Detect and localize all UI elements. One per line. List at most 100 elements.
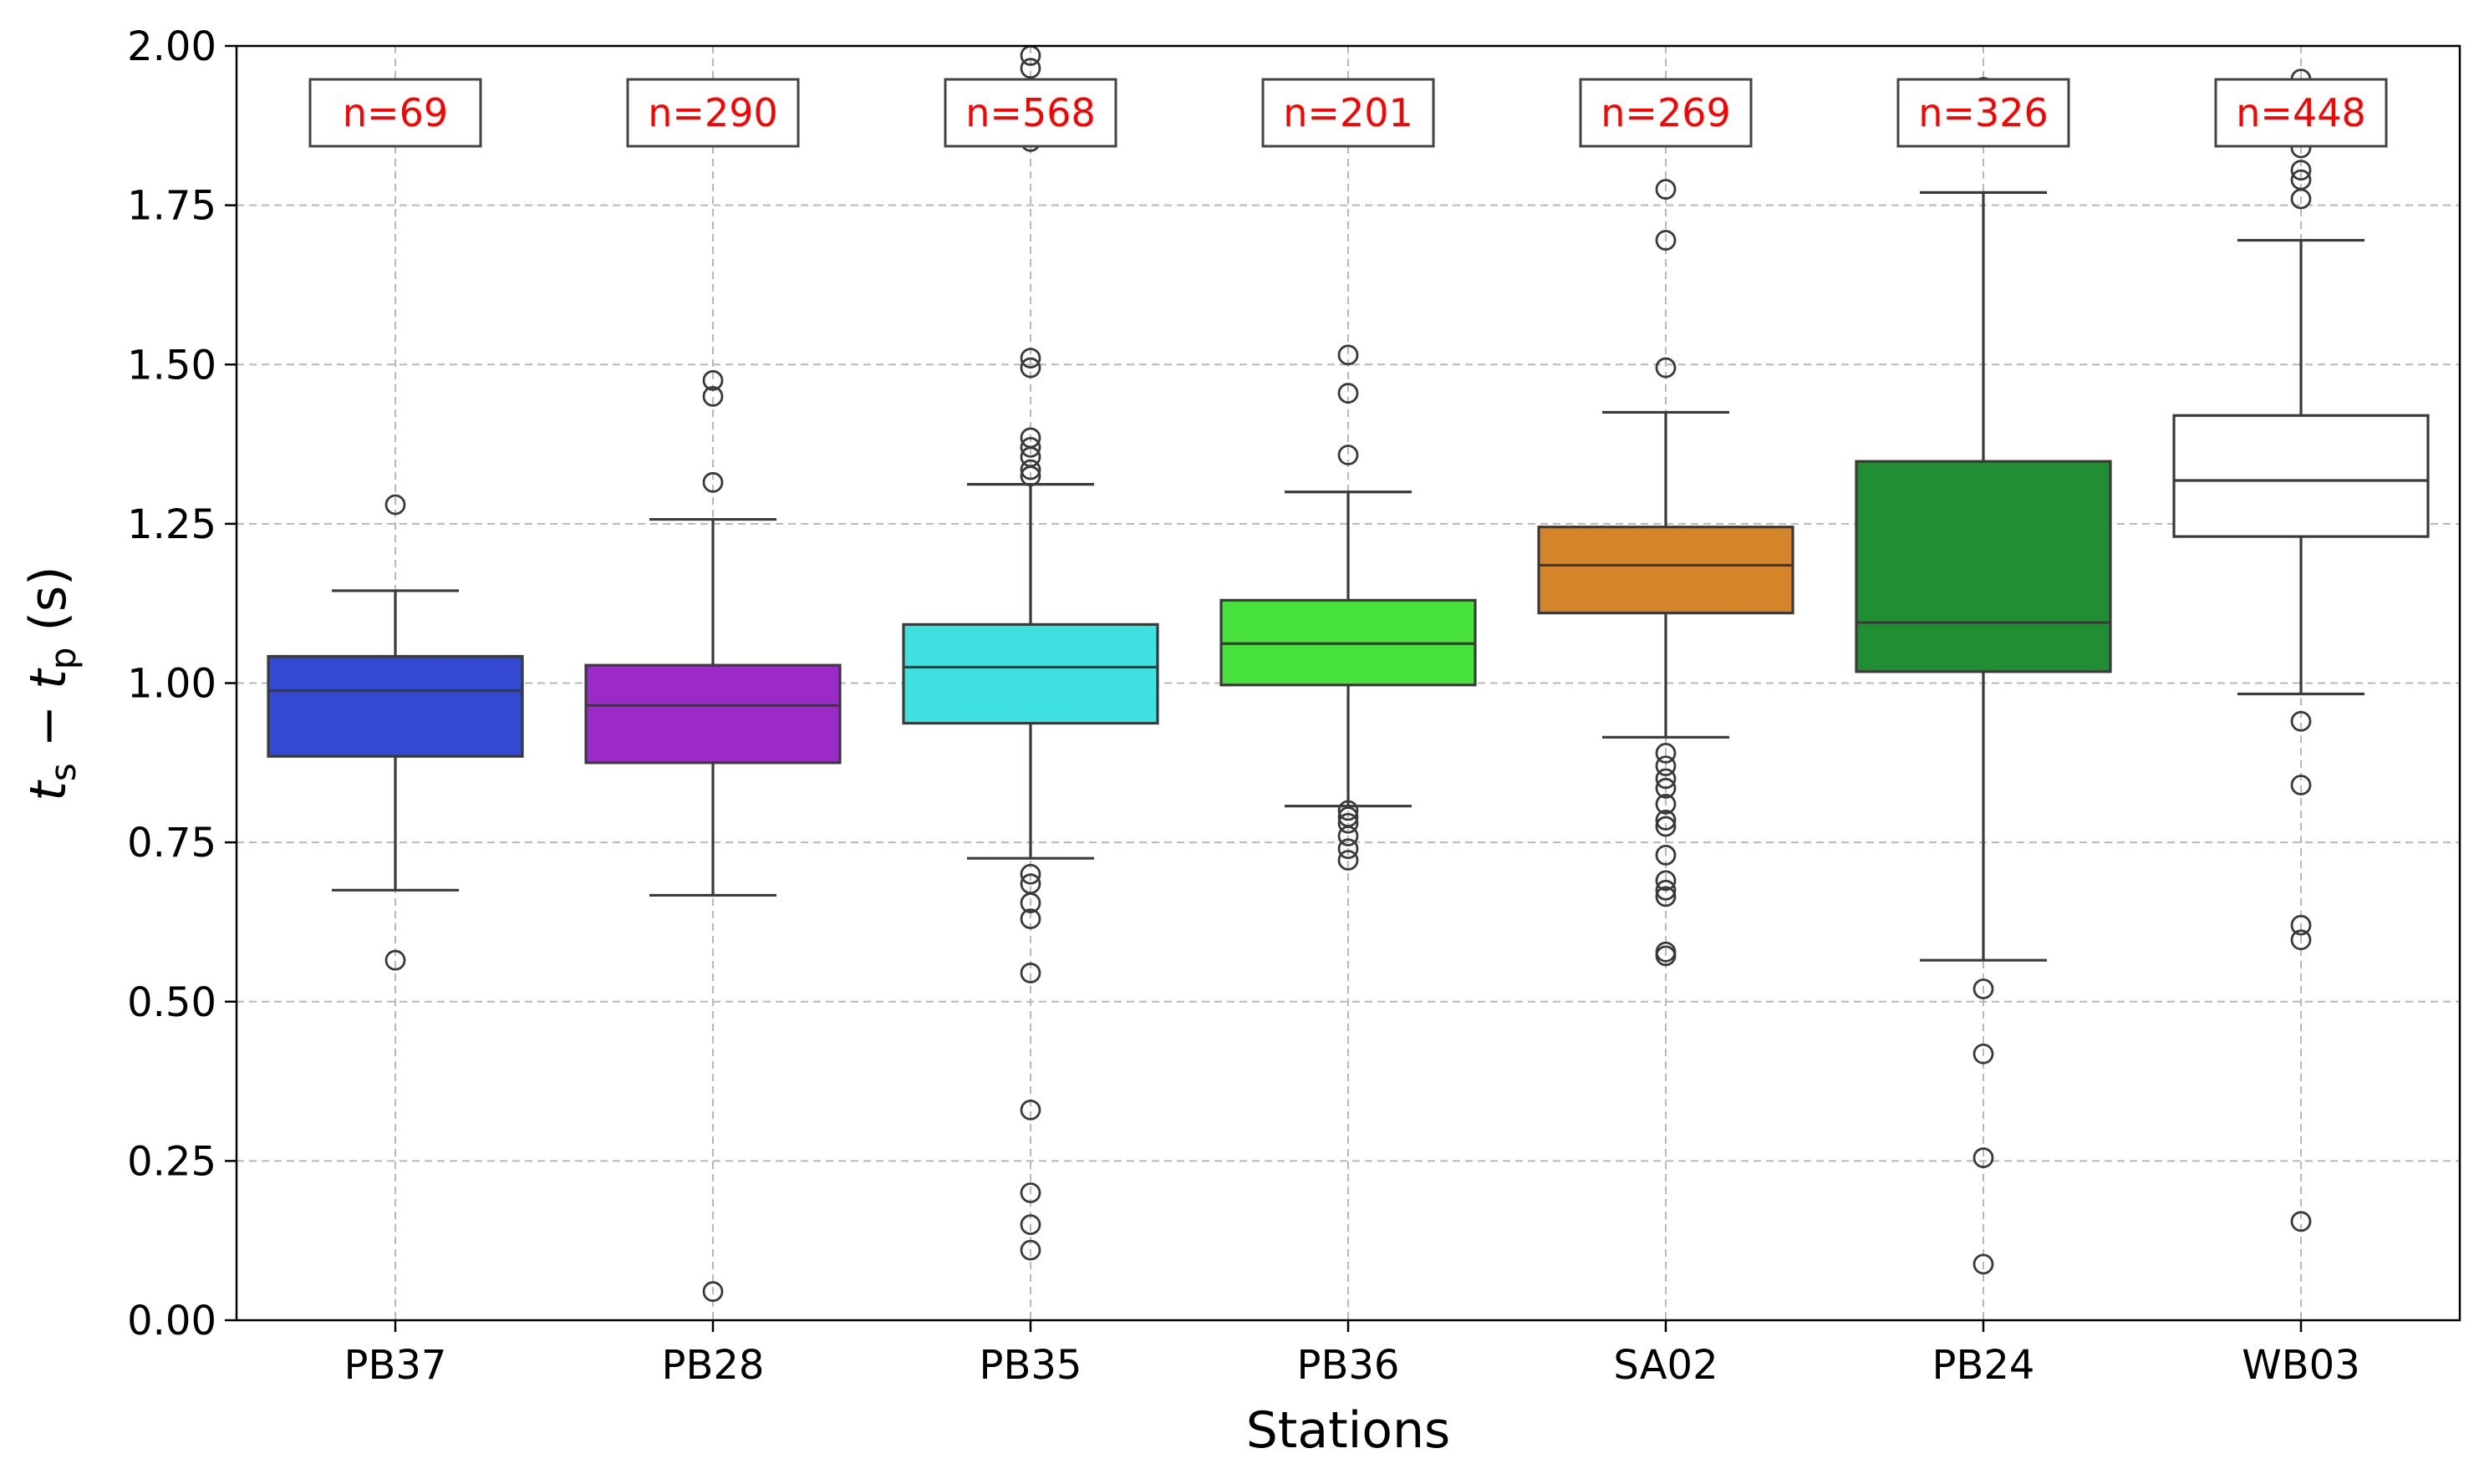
outlier-point	[702, 471, 724, 493]
outlier-point	[1655, 230, 1677, 251]
outlier-point	[1020, 357, 1041, 379]
box-pb35	[902, 45, 1159, 1261]
outlier-point	[1973, 1253, 1994, 1275]
count-label-box	[1579, 78, 1753, 148]
outlier-point	[1020, 58, 1041, 79]
outlier-point	[1337, 344, 1359, 366]
outlier-point	[1337, 826, 1359, 846]
y-axis-title-t2-sub: p	[43, 648, 84, 670]
y-axis-title-unit: (s)	[19, 566, 78, 647]
box-sa02	[1537, 179, 1794, 967]
outlier-point	[1655, 768, 1677, 790]
outlier-point	[1337, 838, 1359, 860]
outlier-point	[2290, 1211, 2312, 1232]
outlier-point	[1655, 357, 1677, 379]
count-label-box	[308, 78, 482, 148]
count-label-box	[944, 78, 1117, 148]
outlier-point	[2290, 775, 2312, 795]
count-label: n=448	[2236, 90, 2366, 135]
outlier-point	[1020, 908, 1041, 930]
outlier-point	[1973, 978, 1994, 999]
x-tick-label: PB36	[1297, 1342, 1400, 1389]
outlier-point	[1655, 844, 1677, 866]
x-tick-label: PB24	[1932, 1342, 2035, 1389]
y-tick-label: 0.00	[127, 1298, 216, 1344]
x-tick-label: WB03	[2242, 1342, 2359, 1389]
outlier-point	[1337, 850, 1359, 871]
outlier-point	[1337, 445, 1359, 465]
iqr-box	[267, 654, 524, 758]
y-axis-title: ts − tp (s)	[19, 566, 84, 800]
y-tick-label: 1.50	[127, 342, 216, 389]
outlier-point	[1020, 1214, 1041, 1236]
outlier-point	[1655, 870, 1677, 892]
outlier-point	[1020, 963, 1041, 983]
y-axis-title-t2: t	[19, 668, 78, 689]
y-tick-label: 1.00	[127, 661, 216, 708]
axis-layer: 0.00 0.25 0.50 0.75 1.00 1.25 1.50 1.75 2.00 PB37…	[127, 23, 2360, 1389]
box-pb28	[584, 369, 842, 1303]
iqr-box	[902, 623, 1159, 725]
outlier-point	[1020, 348, 1041, 369]
count-label-box	[626, 78, 800, 148]
outlier-point	[1655, 816, 1677, 837]
box-pb36	[1219, 344, 1477, 871]
outlier-point	[2290, 929, 2312, 951]
count-label: n=290	[648, 90, 778, 135]
x-tick-label: SA02	[1613, 1342, 1718, 1389]
outlier-point	[1020, 465, 1041, 487]
outlier-point	[1973, 1043, 1994, 1065]
y-axis-title-op: −	[19, 689, 78, 763]
x-tick-label: PB37	[344, 1342, 447, 1389]
annotation-layer: n=69 n=290 n=568 n=201 n=269 n=326 n=448	[308, 78, 2388, 148]
count-label: n=69	[343, 90, 448, 135]
x-tick-label: PB28	[662, 1342, 765, 1389]
outlier-point	[1655, 945, 1677, 967]
outlier-point	[1655, 810, 1677, 831]
iqr-box	[2172, 414, 2430, 538]
iqr-box	[1537, 526, 1794, 615]
outlier-point	[2290, 160, 2312, 181]
box-wb03	[2172, 69, 2430, 1232]
outlier-point	[1337, 383, 1359, 404]
outlier-point	[1337, 812, 1359, 834]
iqr-box	[1855, 460, 2112, 673]
outlier-point	[2290, 914, 2312, 936]
outlier-point	[702, 385, 724, 407]
outlier-point	[1655, 755, 1677, 777]
outlier-point	[384, 949, 406, 971]
count-label: n=568	[965, 90, 1096, 135]
y-axis-title-t1-sub: s	[43, 763, 84, 781]
outlier-point	[1655, 777, 1677, 799]
iqr-box	[584, 663, 842, 765]
box-pb24	[1855, 77, 2112, 1275]
count-label-box	[1261, 78, 1435, 148]
count-label-box	[1896, 78, 2070, 148]
outlier-point	[1020, 863, 1041, 885]
y-axis-title-t1: t	[19, 780, 78, 801]
outlier-point	[1020, 892, 1041, 913]
outlier-point	[702, 369, 724, 391]
box-layer	[267, 45, 2430, 1303]
y-tick-label: 0.50	[127, 979, 216, 1026]
outlier-point	[384, 494, 406, 516]
outlier-point	[2290, 710, 2312, 732]
count-label-box	[2214, 78, 2388, 148]
x-tick-label: PB35	[980, 1342, 1082, 1389]
y-tick-label: 0.25	[127, 1138, 216, 1185]
y-tick-label: 2.00	[127, 23, 216, 70]
outlier-point	[1020, 1182, 1041, 1203]
outlier-point	[1020, 459, 1041, 480]
outlier-point	[1973, 1147, 1994, 1168]
count-label: n=201	[1283, 90, 1413, 135]
outlier-point	[1337, 800, 1359, 821]
outlier-point	[1020, 1239, 1041, 1261]
count-label: n=269	[1601, 90, 1731, 135]
y-tick-label: 1.25	[127, 501, 216, 548]
outlier-point	[702, 1281, 724, 1303]
y-tick-label: 0.75	[127, 820, 216, 867]
outlier-point	[2290, 188, 2312, 210]
outlier-point	[1655, 793, 1677, 815]
outlier-point	[1020, 436, 1041, 458]
